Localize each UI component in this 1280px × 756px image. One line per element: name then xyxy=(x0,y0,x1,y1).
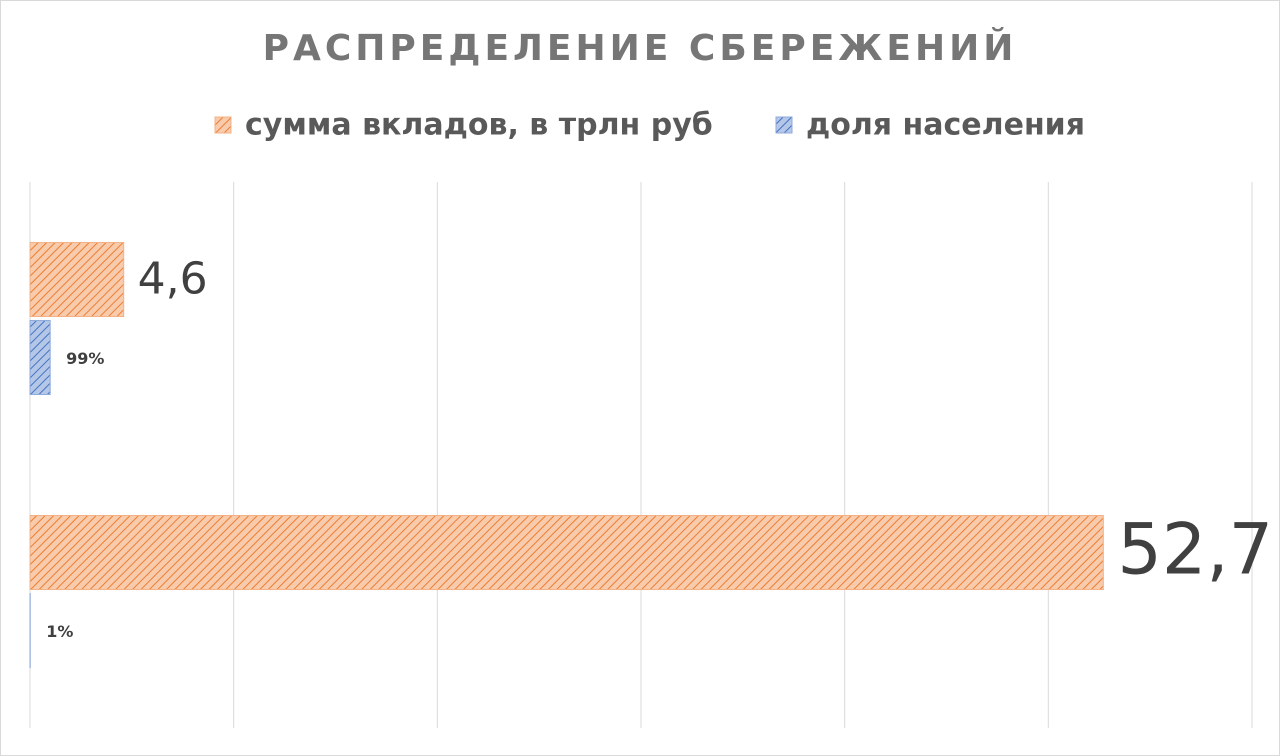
legend-label: сумма вкладов, в трлн руб xyxy=(245,108,713,143)
bar xyxy=(29,242,125,317)
bar xyxy=(29,320,51,395)
legend-label: доля населения xyxy=(806,108,1085,143)
legend-swatch xyxy=(214,116,232,134)
data-label: 1% xyxy=(46,622,73,641)
bar xyxy=(29,515,1104,590)
data-label: 4,6 xyxy=(138,254,208,305)
data-label: 52,7 xyxy=(1117,509,1273,591)
chart-title: РАСПРЕДЕЛЕНИЕ СБЕРЕЖЕНИЙ xyxy=(263,27,1018,69)
data-label: 99% xyxy=(66,349,104,368)
legend-swatch xyxy=(775,116,793,134)
